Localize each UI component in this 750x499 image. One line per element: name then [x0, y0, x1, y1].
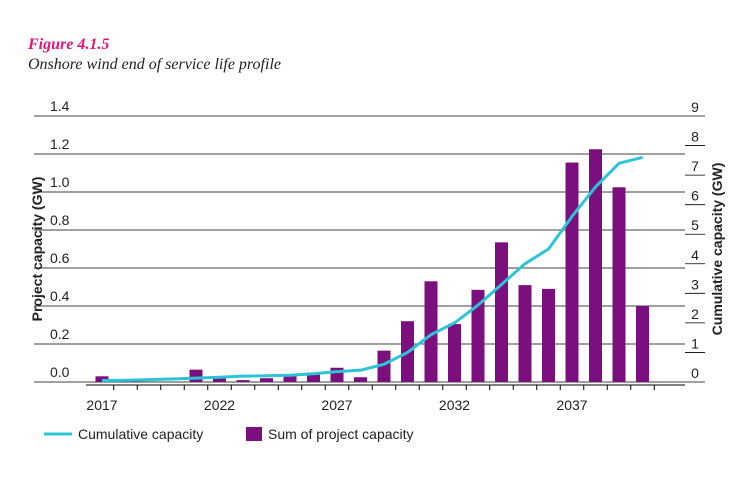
left-tick-label: 0.0 — [50, 364, 70, 380]
right-tick-label: 3 — [691, 276, 699, 292]
bars — [95, 149, 649, 382]
bar — [213, 378, 226, 382]
right-tick-label: 4 — [691, 247, 699, 263]
right-tick-label: 8 — [691, 129, 699, 145]
bar — [518, 285, 532, 382]
left-tick-label: 0.4 — [50, 288, 70, 304]
legend: Cumulative capacity Sum of project capac… — [44, 426, 414, 442]
right-axis-title: Cumulative capacity (GW) — [709, 163, 725, 336]
bar — [189, 369, 203, 382]
bar — [471, 289, 485, 382]
left-axis-ticks: 0.0 0.2 0.4 0.6 0.8 1.0 1.2 1.4 — [50, 98, 70, 380]
bar — [260, 378, 273, 382]
x-tick-label: 2027 — [321, 397, 352, 413]
bar — [354, 377, 367, 382]
bar — [424, 281, 438, 382]
x-tick-label: 2022 — [204, 397, 235, 413]
x-tick-label: 2037 — [556, 397, 587, 413]
bar — [636, 306, 649, 382]
x-axis-ticks: 2017 2022 2027 2032 2037 — [86, 385, 655, 413]
bar — [565, 162, 579, 382]
cumulative-line — [101, 155, 643, 383]
right-tick-label: 1 — [691, 335, 699, 351]
right-tick-label: 7 — [691, 158, 699, 174]
x-tick-label: 2032 — [439, 397, 470, 413]
legend-bar-swatch — [246, 427, 262, 441]
legend-label-sum: Sum of project capacity — [268, 426, 414, 442]
gridlines — [34, 115, 685, 383]
x-tick-label: 2017 — [86, 397, 117, 413]
left-axis-title: Project capacity (GW) — [29, 177, 45, 322]
left-tick-label: 0.2 — [50, 326, 70, 342]
left-tick-label: 1.0 — [50, 174, 70, 190]
bar — [377, 350, 391, 382]
cumulative-line-layer — [101, 155, 643, 383]
bar — [589, 149, 602, 382]
figure-title: Onshore wind end of service life profile — [28, 56, 281, 73]
bar — [612, 187, 626, 382]
left-tick-label: 0.6 — [50, 250, 70, 266]
bar — [236, 380, 250, 382]
left-tick-label: 1.4 — [50, 98, 70, 114]
bar — [495, 242, 508, 382]
bar — [283, 375, 297, 382]
legend-label-cumulative: Cumulative capacity — [78, 426, 203, 442]
bar — [448, 324, 461, 382]
left-tick-label: 1.2 — [50, 136, 70, 152]
figure-label: Figure 4.1.5 — [28, 36, 110, 53]
bar — [307, 372, 320, 382]
right-axis-ticks: 0 1 2 3 4 5 6 7 8 9 — [685, 99, 705, 383]
left-tick-label: 0.8 — [50, 212, 70, 228]
right-tick-label: 9 — [691, 99, 699, 115]
bar — [542, 288, 555, 382]
right-tick-label: 0 — [691, 365, 699, 381]
right-tick-label: 5 — [691, 217, 699, 233]
right-tick-label: 6 — [691, 188, 699, 204]
right-tick-label: 2 — [691, 306, 699, 322]
